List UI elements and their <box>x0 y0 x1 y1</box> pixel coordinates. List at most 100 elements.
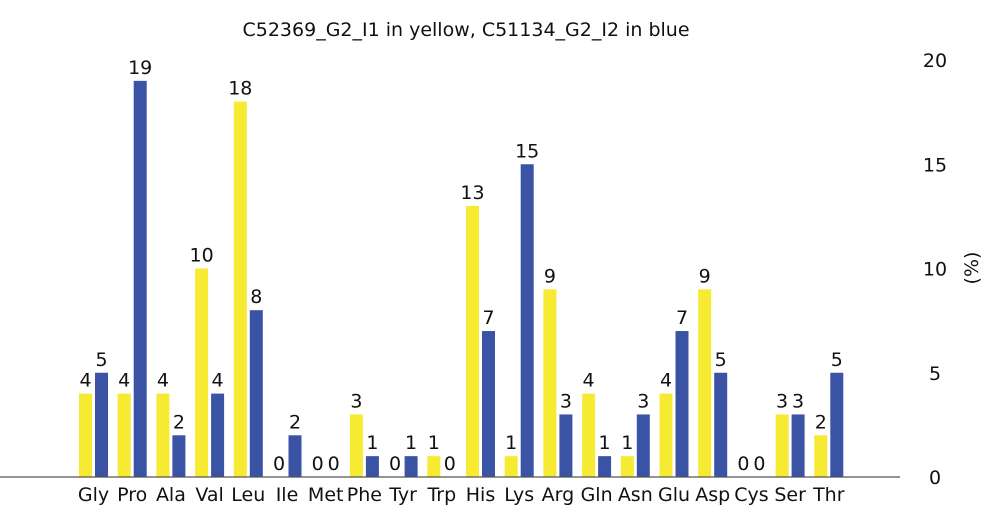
bar-asn-series-1 <box>620 456 634 477</box>
value-label-gly-series-2: 5 <box>95 349 107 371</box>
y-tick-label-5: 5 <box>929 363 941 385</box>
value-label-ala-series-2: 2 <box>173 411 185 433</box>
bar-phe-series-1 <box>349 414 363 477</box>
value-label-phe-series-1: 3 <box>350 390 362 412</box>
value-label-asn-series-1: 1 <box>621 432 633 454</box>
bar-asn-series-2 <box>636 414 650 477</box>
bar-gln-series-2 <box>598 456 612 477</box>
y-axis-ticks: 0 5 10 15 20 <box>923 50 947 489</box>
value-label-his-series-2: 7 <box>482 307 494 329</box>
bar-asp-series-2 <box>714 372 728 477</box>
value-label-trp-series-2: 0 <box>444 453 456 475</box>
value-label-lys-series-1: 1 <box>505 432 517 454</box>
category-label-val: Val <box>195 484 223 506</box>
value-label-glu-series-1: 4 <box>660 370 672 392</box>
category-label-gln: Gln <box>581 484 613 506</box>
chart-title: C52369_G2_I1 in yellow, C51134_G2_I2 in … <box>242 19 689 41</box>
value-label-asn-series-2: 3 <box>637 390 649 412</box>
category-label-pro: Pro <box>117 484 147 506</box>
bar-lys-series-1 <box>504 456 518 477</box>
value-label-ala-series-1: 4 <box>157 370 169 392</box>
bar-ala-series-2 <box>172 435 186 477</box>
value-label-ile-series-1: 0 <box>273 453 285 475</box>
category-label-his: His <box>466 484 495 506</box>
bar-gly-series-1 <box>79 393 92 477</box>
bar-trp-series-1 <box>427 456 441 477</box>
value-label-leu-series-1: 18 <box>228 78 252 100</box>
value-label-ser-series-2: 3 <box>792 390 804 412</box>
bar-pro-series-1 <box>117 393 131 477</box>
category-label-leu: Leu <box>231 484 265 506</box>
bar-phe-series-2 <box>365 456 379 477</box>
bar-ser-series-2 <box>791 414 805 477</box>
bar-ile-series-2 <box>288 435 302 477</box>
value-label-pro-series-2: 19 <box>128 57 152 79</box>
value-label-phe-series-2: 1 <box>366 432 378 454</box>
value-label-gly-series-1: 4 <box>79 370 91 392</box>
category-label-thr: Thr <box>812 484 845 506</box>
value-label-gln-series-1: 4 <box>583 370 595 392</box>
category-label-met: Met <box>308 484 344 506</box>
value-label-pro-series-1: 4 <box>118 370 130 392</box>
bar-leu-series-2 <box>249 310 263 477</box>
value-label-leu-series-2: 8 <box>250 286 262 308</box>
value-label-val-series-1: 10 <box>190 245 214 267</box>
bar-val-series-1 <box>195 268 209 477</box>
bar-arg-series-1 <box>543 289 557 477</box>
value-label-glu-series-2: 7 <box>676 307 688 329</box>
value-label-tyr-series-2: 1 <box>405 432 417 454</box>
category-label-glu: Glu <box>658 484 690 506</box>
bar-tyr-series-2 <box>404 456 418 477</box>
value-label-trp-series-1: 1 <box>428 432 440 454</box>
value-label-asp-series-2: 5 <box>715 349 727 371</box>
value-label-ile-series-2: 2 <box>289 411 301 433</box>
y-tick-label-10: 10 <box>923 259 947 281</box>
bar-ala-series-1 <box>156 393 170 477</box>
value-label-lys-series-2: 15 <box>515 140 539 162</box>
category-label-tyr: Tyr <box>388 484 417 506</box>
category-label-asp: Asp <box>695 484 730 506</box>
value-label-asp-series-1: 9 <box>699 265 711 287</box>
category-label-gly: Gly <box>78 484 109 506</box>
value-label-arg-series-2: 3 <box>560 390 572 412</box>
value-label-met-series-1: 0 <box>312 453 324 475</box>
value-label-thr-series-1: 2 <box>815 411 827 433</box>
value-label-arg-series-1: 9 <box>544 265 556 287</box>
bar-his-series-2 <box>482 331 495 477</box>
value-label-his-series-1: 13 <box>460 182 484 204</box>
value-label-met-series-2: 0 <box>328 453 340 475</box>
category-label-asn: Asn <box>618 484 653 506</box>
bar-val-series-2 <box>211 393 225 477</box>
y-tick-label-15: 15 <box>923 154 947 176</box>
value-label-tyr-series-1: 0 <box>389 453 401 475</box>
y-axis-label: (%) <box>961 252 983 285</box>
bar-asp-series-1 <box>698 289 712 477</box>
bar-leu-series-1 <box>233 101 247 477</box>
y-tick-label-20: 20 <box>923 50 947 72</box>
category-label-arg: Arg <box>542 484 575 506</box>
bar-gln-series-1 <box>582 393 596 477</box>
value-label-thr-series-2: 5 <box>831 349 843 371</box>
bar-glu-series-1 <box>659 393 673 477</box>
category-label-trp: Trp <box>426 484 456 506</box>
bar-arg-series-2 <box>559 414 573 477</box>
bars-layer <box>79 80 844 477</box>
value-label-gln-series-2: 1 <box>599 432 611 454</box>
value-label-cys-series-1: 0 <box>737 453 749 475</box>
category-label-ile: Ile <box>276 484 299 506</box>
value-label-cys-series-2: 0 <box>753 453 765 475</box>
value-label-val-series-2: 4 <box>212 370 224 392</box>
bar-his-series-1 <box>466 205 479 477</box>
category-label-ala: Ala <box>156 484 186 506</box>
category-label-phe: Phe <box>347 484 382 506</box>
category-labels-layer: Gly Pro Ala Val Leu Ile Met Phe Tyr Trp His Lys Arg G… <box>78 484 845 506</box>
bar-lys-series-2 <box>520 164 534 477</box>
bar-thr-series-2 <box>830 372 844 477</box>
bar-thr-series-1 <box>814 435 828 477</box>
bar-ser-series-1 <box>775 414 789 477</box>
category-label-ser: Ser <box>774 484 806 506</box>
y-tick-label-0: 0 <box>929 467 941 489</box>
